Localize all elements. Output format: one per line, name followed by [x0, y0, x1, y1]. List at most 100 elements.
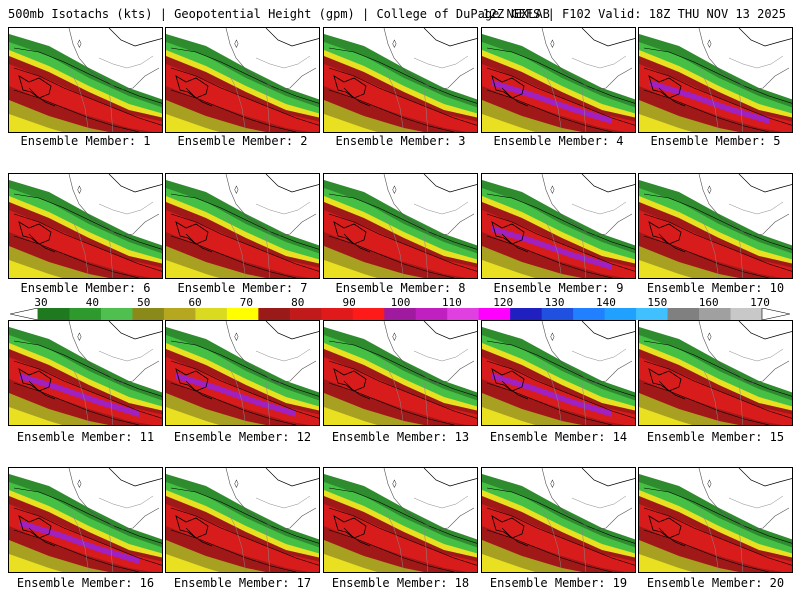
ensemble-member-map[interactable]: ◊ [481, 27, 636, 133]
colorbar-segment [195, 308, 228, 320]
svg-text:◊: ◊ [392, 39, 397, 48]
ensemble-member-label: Ensemble Member: 17 [173, 576, 312, 590]
ensemble-member-map[interactable]: ◊ [638, 173, 793, 279]
svg-text:◊: ◊ [550, 185, 555, 194]
colorbar-segment [636, 308, 669, 320]
colorbar-segment [226, 308, 259, 320]
header-title: 500mb Isotachs (kts) | Geopotential Heig… [8, 7, 550, 21]
page-header: 500mb Isotachs (kts) | Geopotential Heig… [0, 0, 800, 26]
ensemble-member-label: Ensemble Member: 5 [650, 134, 781, 148]
svg-text:◊: ◊ [550, 479, 555, 488]
colorbar-segment [132, 308, 165, 320]
ensemble-member-map[interactable]: ◊ [638, 320, 793, 426]
colorbar-tick-label: 100 [390, 296, 411, 309]
colorbar-segment [447, 308, 480, 320]
colorbar-segment [541, 308, 574, 320]
colorbar-tick-label: 30 [34, 296, 48, 309]
colorbar-tick-label: 40 [85, 296, 99, 309]
colorbar-right-arrow [761, 308, 790, 320]
colorbar-tick-label: 130 [544, 296, 565, 309]
colorbar-tick-label: 120 [493, 296, 514, 309]
ensemble-member-map[interactable]: ◊ [323, 27, 478, 133]
colorbar-segment [730, 308, 763, 320]
ensemble-member-map[interactable]: ◊ [323, 467, 478, 573]
colorbar-tick-label: 140 [595, 296, 616, 309]
colorbar-segment [100, 308, 133, 320]
ensemble-member-map[interactable]: ◊ [481, 467, 636, 573]
svg-text:◊: ◊ [707, 332, 712, 341]
ensemble-member-map[interactable]: ◊ [165, 173, 320, 279]
ensemble-member-map[interactable]: ◊ [8, 467, 163, 573]
colorbar-segment [38, 308, 70, 320]
colorbar-segment [415, 308, 448, 320]
ensemble-member-map[interactable]: ◊ [8, 27, 163, 133]
ensemble-member-label: Ensemble Member: 16 [16, 576, 155, 590]
svg-text:◊: ◊ [392, 332, 397, 341]
colorbar-segment [258, 308, 291, 320]
ensemble-member-label: Ensemble Member: 19 [489, 576, 628, 590]
ensemble-member-label: Ensemble Member: 13 [331, 430, 470, 444]
colorbar-segment [163, 308, 196, 320]
ensemble-member-label: Ensemble Member: 1 [20, 134, 151, 148]
colorbar-segment [573, 308, 606, 320]
ensemble-member-label: Ensemble Member: 11 [16, 430, 155, 444]
ensemble-member-label: Ensemble Member: 14 [489, 430, 628, 444]
svg-text:◊: ◊ [707, 479, 712, 488]
ensemble-member-label: Ensemble Member: 10 [646, 281, 785, 295]
svg-text:◊: ◊ [234, 479, 239, 488]
colorbar-tick-label: 80 [291, 296, 305, 309]
svg-text:◊: ◊ [550, 39, 555, 48]
ensemble-member-map[interactable]: ◊ [323, 173, 478, 279]
svg-text:◊: ◊ [707, 39, 712, 48]
ensemble-member-map[interactable]: ◊ [638, 467, 793, 573]
colorbar-segment [510, 308, 543, 320]
ensemble-member-label: Ensemble Member: 9 [493, 281, 624, 295]
colorbar-segment [289, 308, 322, 320]
colorbar-segment [478, 308, 511, 320]
svg-text:◊: ◊ [234, 39, 239, 48]
colorbar-tick-label: 170 [750, 296, 770, 309]
colorbar-tick-label: 70 [239, 296, 254, 309]
ensemble-member-map[interactable]: ◊ [8, 320, 163, 426]
ensemble-member-label: Ensemble Member: 8 [335, 281, 466, 295]
svg-text:◊: ◊ [77, 39, 82, 48]
colorbar-segment [352, 308, 385, 320]
ensemble-member-label: Ensemble Member: 12 [173, 430, 312, 444]
ensemble-member-map[interactable]: ◊ [481, 173, 636, 279]
ensemble-member-map[interactable]: ◊ [165, 320, 320, 426]
ensemble-member-label: Ensemble Member: 3 [335, 134, 466, 148]
ensemble-member-label: Ensemble Member: 4 [493, 134, 624, 148]
ensemble-member-map[interactable]: ◊ [638, 27, 793, 133]
ensemble-member-map[interactable]: ◊ [8, 173, 163, 279]
ensemble-member-map[interactable]: ◊ [323, 320, 478, 426]
ensemble-member-label: Ensemble Member: 15 [646, 430, 785, 444]
colorbar-segment [384, 308, 417, 320]
svg-text:◊: ◊ [77, 479, 82, 488]
colorbar-tick-label: 160 [698, 296, 719, 309]
ensemble-member-map[interactable]: ◊ [165, 27, 320, 133]
colorbar-left-arrow [10, 308, 39, 320]
colorbar-tick-label: 150 [647, 296, 668, 309]
svg-text:◊: ◊ [77, 185, 82, 194]
svg-text:◊: ◊ [550, 332, 555, 341]
ensemble-member-label: Ensemble Member: 20 [646, 576, 785, 590]
svg-text:◊: ◊ [77, 332, 82, 341]
header-valid-time: 12Z GEFS | F102 Valid: 18Z THU NOV 13 20… [482, 7, 786, 21]
colorbar-segment [69, 308, 102, 320]
ensemble-member-map[interactable]: ◊ [165, 467, 320, 573]
colorbar-segment [667, 308, 700, 320]
colorbar-tick-label: 110 [441, 296, 462, 309]
ensemble-member-label: Ensemble Member: 18 [331, 576, 470, 590]
colorbar [10, 308, 790, 320]
colorbar-segment [321, 308, 354, 320]
svg-text:◊: ◊ [234, 185, 239, 194]
ensemble-member-label: Ensemble Member: 7 [177, 281, 308, 295]
colorbar-segment [699, 308, 732, 320]
colorbar-segment [604, 308, 637, 320]
svg-text:◊: ◊ [392, 479, 397, 488]
ensemble-member-label: Ensemble Member: 6 [20, 281, 151, 295]
svg-text:◊: ◊ [234, 332, 239, 341]
ensemble-member-map[interactable]: ◊ [481, 320, 636, 426]
colorbar-tick-label: 50 [137, 296, 151, 309]
colorbar-tick-label: 90 [342, 296, 356, 309]
